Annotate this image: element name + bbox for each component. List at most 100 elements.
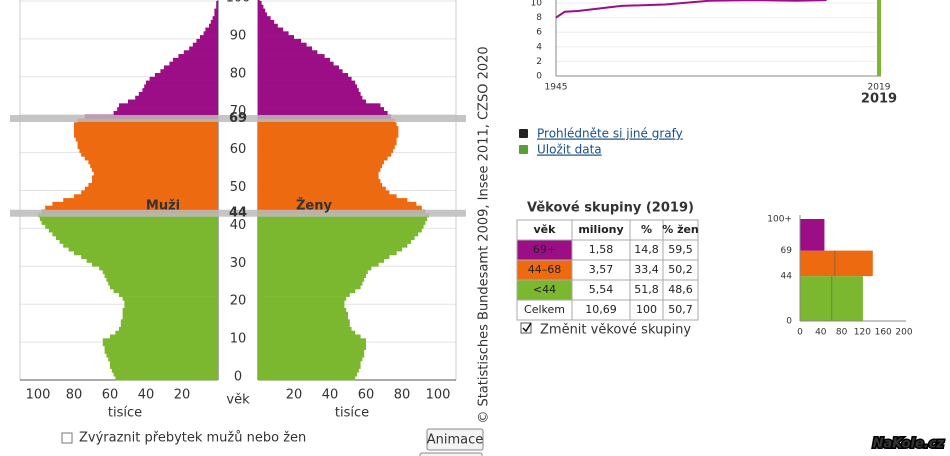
checkbox-label[interactable]: Zvýraznit přebytek mužů nebo žen	[79, 431, 306, 446]
female-bar	[258, 31, 289, 36]
female-bar	[258, 353, 365, 358]
button[interactable]	[419, 452, 483, 456]
checkbox-label[interactable]: Změnit věkové skupiny	[540, 323, 691, 338]
male-bar	[92, 179, 218, 184]
x-tick-label: 40	[138, 388, 155, 403]
highlight-label: 2019	[861, 92, 897, 107]
male-bar	[74, 251, 218, 256]
button[interactable]	[426, 428, 484, 451]
female-bar	[258, 152, 392, 157]
female-bar	[258, 156, 388, 161]
female-bar	[258, 12, 267, 17]
x-tick-label: 120	[854, 328, 871, 338]
female-bar	[258, 273, 366, 278]
female-bar	[258, 76, 352, 81]
male-bar	[200, 35, 218, 40]
male-bar	[113, 372, 218, 377]
male-bar	[169, 61, 218, 66]
male-bar	[74, 133, 218, 138]
trend-line	[555, 0, 827, 19]
male-bar	[81, 254, 218, 260]
male-bar	[52, 201, 219, 206]
female-bar	[258, 46, 312, 51]
male-bar	[138, 91, 218, 97]
male-bar	[110, 334, 218, 339]
age-tick-label: 60	[230, 142, 247, 157]
male-bar	[74, 194, 218, 199]
female-bar	[258, 217, 428, 222]
female-bar	[258, 224, 424, 229]
male-bar	[63, 243, 219, 248]
female-bar	[258, 50, 318, 55]
table-value: Celkem	[524, 303, 565, 316]
female-bar	[258, 73, 348, 78]
female-bar	[258, 228, 422, 233]
male-bar	[81, 152, 218, 157]
x-tick-label: 1945	[545, 83, 568, 93]
female-bar	[258, 141, 397, 146]
female-bar	[258, 8, 266, 13]
link-icon[interactable]	[519, 145, 528, 154]
female-bar	[258, 296, 347, 301]
female-bar	[258, 145, 395, 150]
female-bar	[258, 300, 345, 305]
table-value: 51,8	[634, 283, 659, 296]
male-bar	[146, 80, 218, 85]
y-axis-label: věk	[226, 393, 250, 408]
female-bar	[258, 281, 363, 286]
male-bar	[52, 232, 219, 237]
male-bar	[108, 281, 218, 286]
y-tick-label: 6	[536, 28, 542, 38]
male-bar	[189, 46, 218, 51]
male-bar	[86, 258, 218, 263]
link[interactable]: Prohlédněte si jiné grafy	[537, 127, 683, 141]
male-bar	[41, 220, 218, 225]
male-bar	[102, 338, 218, 343]
female-bar	[258, 232, 419, 237]
female-bar	[258, 251, 397, 256]
female-bar	[258, 266, 372, 271]
link-icon[interactable]	[519, 129, 528, 138]
checkbox[interactable]	[61, 432, 73, 444]
female-bar	[258, 190, 390, 195]
x-tick-label: 60	[358, 388, 375, 403]
female-bar	[258, 42, 307, 47]
male-bar	[164, 65, 218, 70]
table-title: Věkové skupiny (2019)	[527, 201, 694, 216]
female-bar	[258, 345, 366, 350]
y-tick-label: 10	[531, 0, 543, 9]
male-bar	[196, 38, 218, 43]
x-tick-label: 200	[895, 328, 912, 338]
checkbox[interactable]	[520, 322, 532, 334]
female-bar	[258, 182, 383, 188]
female-bar	[258, 148, 393, 153]
female-bar	[258, 326, 352, 332]
female-bar	[258, 163, 383, 169]
male-bar	[56, 235, 218, 241]
male-bar	[178, 54, 218, 59]
x-tick-label: 100	[26, 388, 51, 403]
male-bar	[120, 323, 218, 328]
female-bar	[258, 129, 399, 134]
female-bar	[258, 194, 397, 199]
button-label[interactable]: Animace	[427, 433, 484, 448]
table-value: 3,57	[589, 263, 614, 276]
highlight-bar	[877, 0, 881, 76]
table-value: 14,8	[634, 243, 659, 256]
y-tick-label: 0	[786, 317, 792, 327]
male-bar	[88, 182, 219, 188]
female-bar	[258, 54, 325, 59]
source-note: © Statistisches Bundesamt 2009, Insee 20…	[477, 46, 492, 423]
link[interactable]: Uložit data	[537, 143, 602, 157]
female-bar	[258, 171, 379, 176]
table-value: 69+	[533, 243, 556, 256]
female-bar	[258, 311, 348, 316]
female-bar	[258, 270, 368, 275]
male-bar	[216, 1, 218, 6]
table-value: 1,58	[589, 243, 614, 256]
x-tick-label: 80	[394, 388, 411, 403]
female-bar	[258, 27, 284, 32]
table-value: 5,54	[589, 283, 614, 296]
male-bar	[110, 361, 218, 366]
